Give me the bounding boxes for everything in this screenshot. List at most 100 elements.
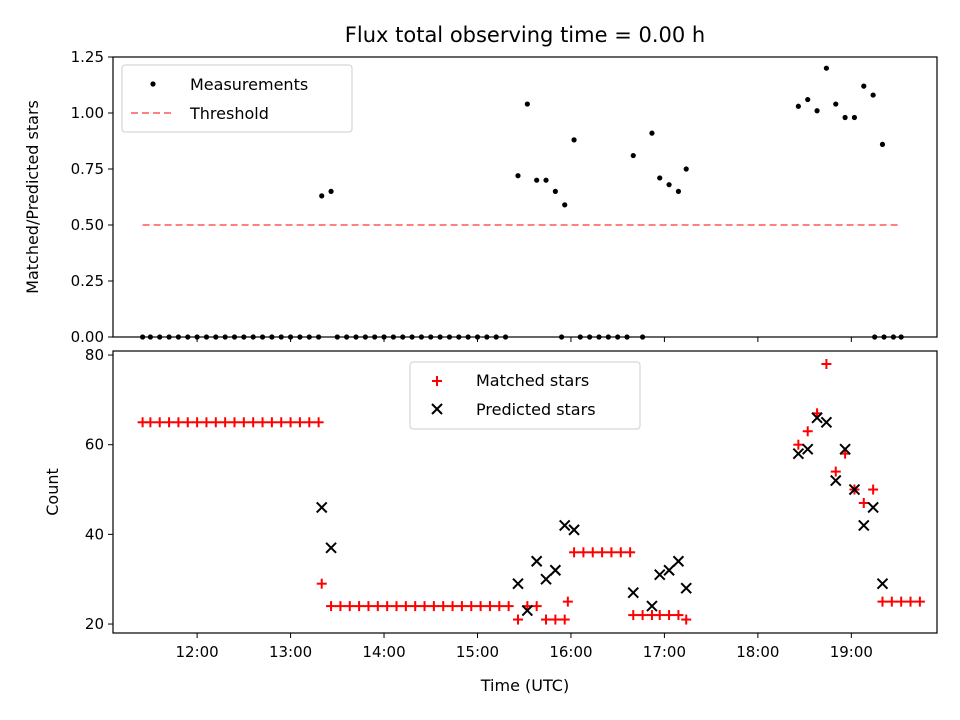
legend-label-predicted: Predicted stars	[476, 400, 596, 419]
measurement-point	[552, 188, 558, 194]
predicted-star-point	[867, 501, 879, 514]
bottom-x-tick-label: 17:00	[643, 643, 686, 661]
bottom-x-tick-label: 13:00	[269, 643, 312, 661]
matched-star-point	[220, 417, 231, 428]
matched-star-point	[578, 547, 589, 558]
matched-star-point	[512, 614, 523, 625]
matched-star-point	[858, 497, 869, 508]
matched-star-point	[173, 417, 184, 428]
predicted-star-point	[559, 519, 571, 532]
legend-marker-measurements	[150, 81, 156, 87]
matched-star-point	[229, 417, 240, 428]
measurement-point	[319, 193, 325, 199]
predicted-star-point	[521, 604, 534, 617]
matched-star-point	[192, 417, 203, 428]
matched-star-point	[294, 417, 305, 428]
matched-star-point	[372, 601, 383, 612]
predicted-star-point	[792, 447, 805, 460]
matched-star-point	[886, 596, 897, 607]
measurement-point	[649, 130, 655, 136]
bottom-x-tick-label: 15:00	[456, 643, 499, 661]
measurement-point	[571, 137, 577, 143]
legend-marker-matched	[432, 376, 442, 386]
bottom-legend: Matched stars Predicted stars	[409, 361, 641, 430]
matched-star-point	[802, 426, 813, 437]
predicted-star-point	[839, 443, 851, 455]
matched-star-point	[354, 601, 365, 612]
top-chart-title: Flux total observing time = 0.00 h	[345, 23, 705, 47]
matched-star-point	[896, 596, 907, 607]
matched-star-point	[597, 547, 608, 558]
predicted-star-point	[540, 573, 552, 585]
top-y-tick-label: 0.75	[71, 160, 104, 178]
predicted-star-point	[530, 555, 543, 567]
predicted-star-point	[858, 519, 870, 532]
matched-star-point	[438, 601, 449, 612]
predicted-star-point	[876, 577, 889, 590]
top-y-tick-label: 1.25	[71, 48, 104, 66]
matched-star-point	[673, 610, 684, 621]
matched-star-point	[466, 601, 477, 612]
matched-star-point	[821, 359, 832, 370]
bottom-x-ticks: 12:00 13:00 14:00 15:00 16:00 17:00 18:00 19:00	[175, 633, 873, 661]
measurement-point	[515, 173, 521, 179]
matched-star-point	[326, 601, 337, 612]
measurement-point	[805, 96, 811, 103]
matched-star-point	[456, 601, 467, 612]
matched-star-point	[363, 601, 374, 612]
matched-star-point	[145, 417, 156, 428]
measurement-point	[534, 177, 540, 183]
top-y-tick-label: 1.00	[71, 104, 104, 122]
measurement-point	[879, 141, 886, 147]
matched-star-point	[248, 417, 259, 428]
matched-star-point	[654, 610, 665, 621]
matched-star-point	[154, 417, 165, 428]
bottom-legend-box	[409, 361, 641, 430]
matched-star-point	[625, 547, 636, 558]
matched-star-point	[164, 417, 175, 428]
x-axis-label: Time (UTC)	[480, 676, 569, 695]
top-x-ticks	[196, 337, 852, 342]
predicted-star-point	[512, 577, 524, 590]
count-points	[137, 359, 925, 625]
matched-star-point	[628, 610, 639, 621]
measurement-point	[683, 166, 689, 172]
matched-star-point	[382, 601, 393, 612]
matched-star-point	[410, 601, 421, 612]
measurement-point	[630, 152, 636, 159]
matched-star-point	[475, 601, 486, 612]
predicted-star-point	[549, 564, 562, 576]
measurement-point	[666, 182, 672, 188]
bottom-x-tick-label: 14:00	[362, 643, 405, 661]
measurement-point	[675, 188, 682, 194]
matched-star-point	[664, 610, 675, 621]
predicted-star-point	[802, 443, 814, 455]
measurement-point	[562, 202, 568, 208]
matched-star-point	[182, 417, 193, 428]
predicted-star-point	[646, 600, 658, 612]
predicted-star-point	[568, 524, 580, 536]
bottom-y-tick-label: 80	[85, 346, 104, 364]
measurement-point	[328, 188, 334, 194]
matched-star-point	[304, 417, 315, 428]
matched-star-point	[905, 596, 916, 607]
predicted-star-point	[672, 555, 685, 567]
matched-star-point	[681, 614, 692, 625]
bottom-x-tick-label: 18:00	[736, 643, 779, 661]
measurement-point	[543, 177, 549, 183]
predicted-star-point	[830, 474, 842, 487]
matched-star-point	[503, 601, 514, 612]
matched-star-point	[914, 596, 925, 607]
matched-star-point	[266, 417, 277, 428]
measurement-point	[851, 114, 858, 121]
top-y-axis-label: Matched/Predicted stars	[23, 100, 42, 294]
matched-star-point	[201, 417, 212, 428]
bottom-y-tick-label: 20	[85, 615, 104, 633]
matched-star-point	[615, 547, 626, 558]
measurement-point	[861, 83, 867, 89]
matched-star-point	[531, 601, 542, 612]
matched-star-point	[276, 417, 287, 428]
top-legend: Measurements Threshold	[121, 64, 353, 133]
